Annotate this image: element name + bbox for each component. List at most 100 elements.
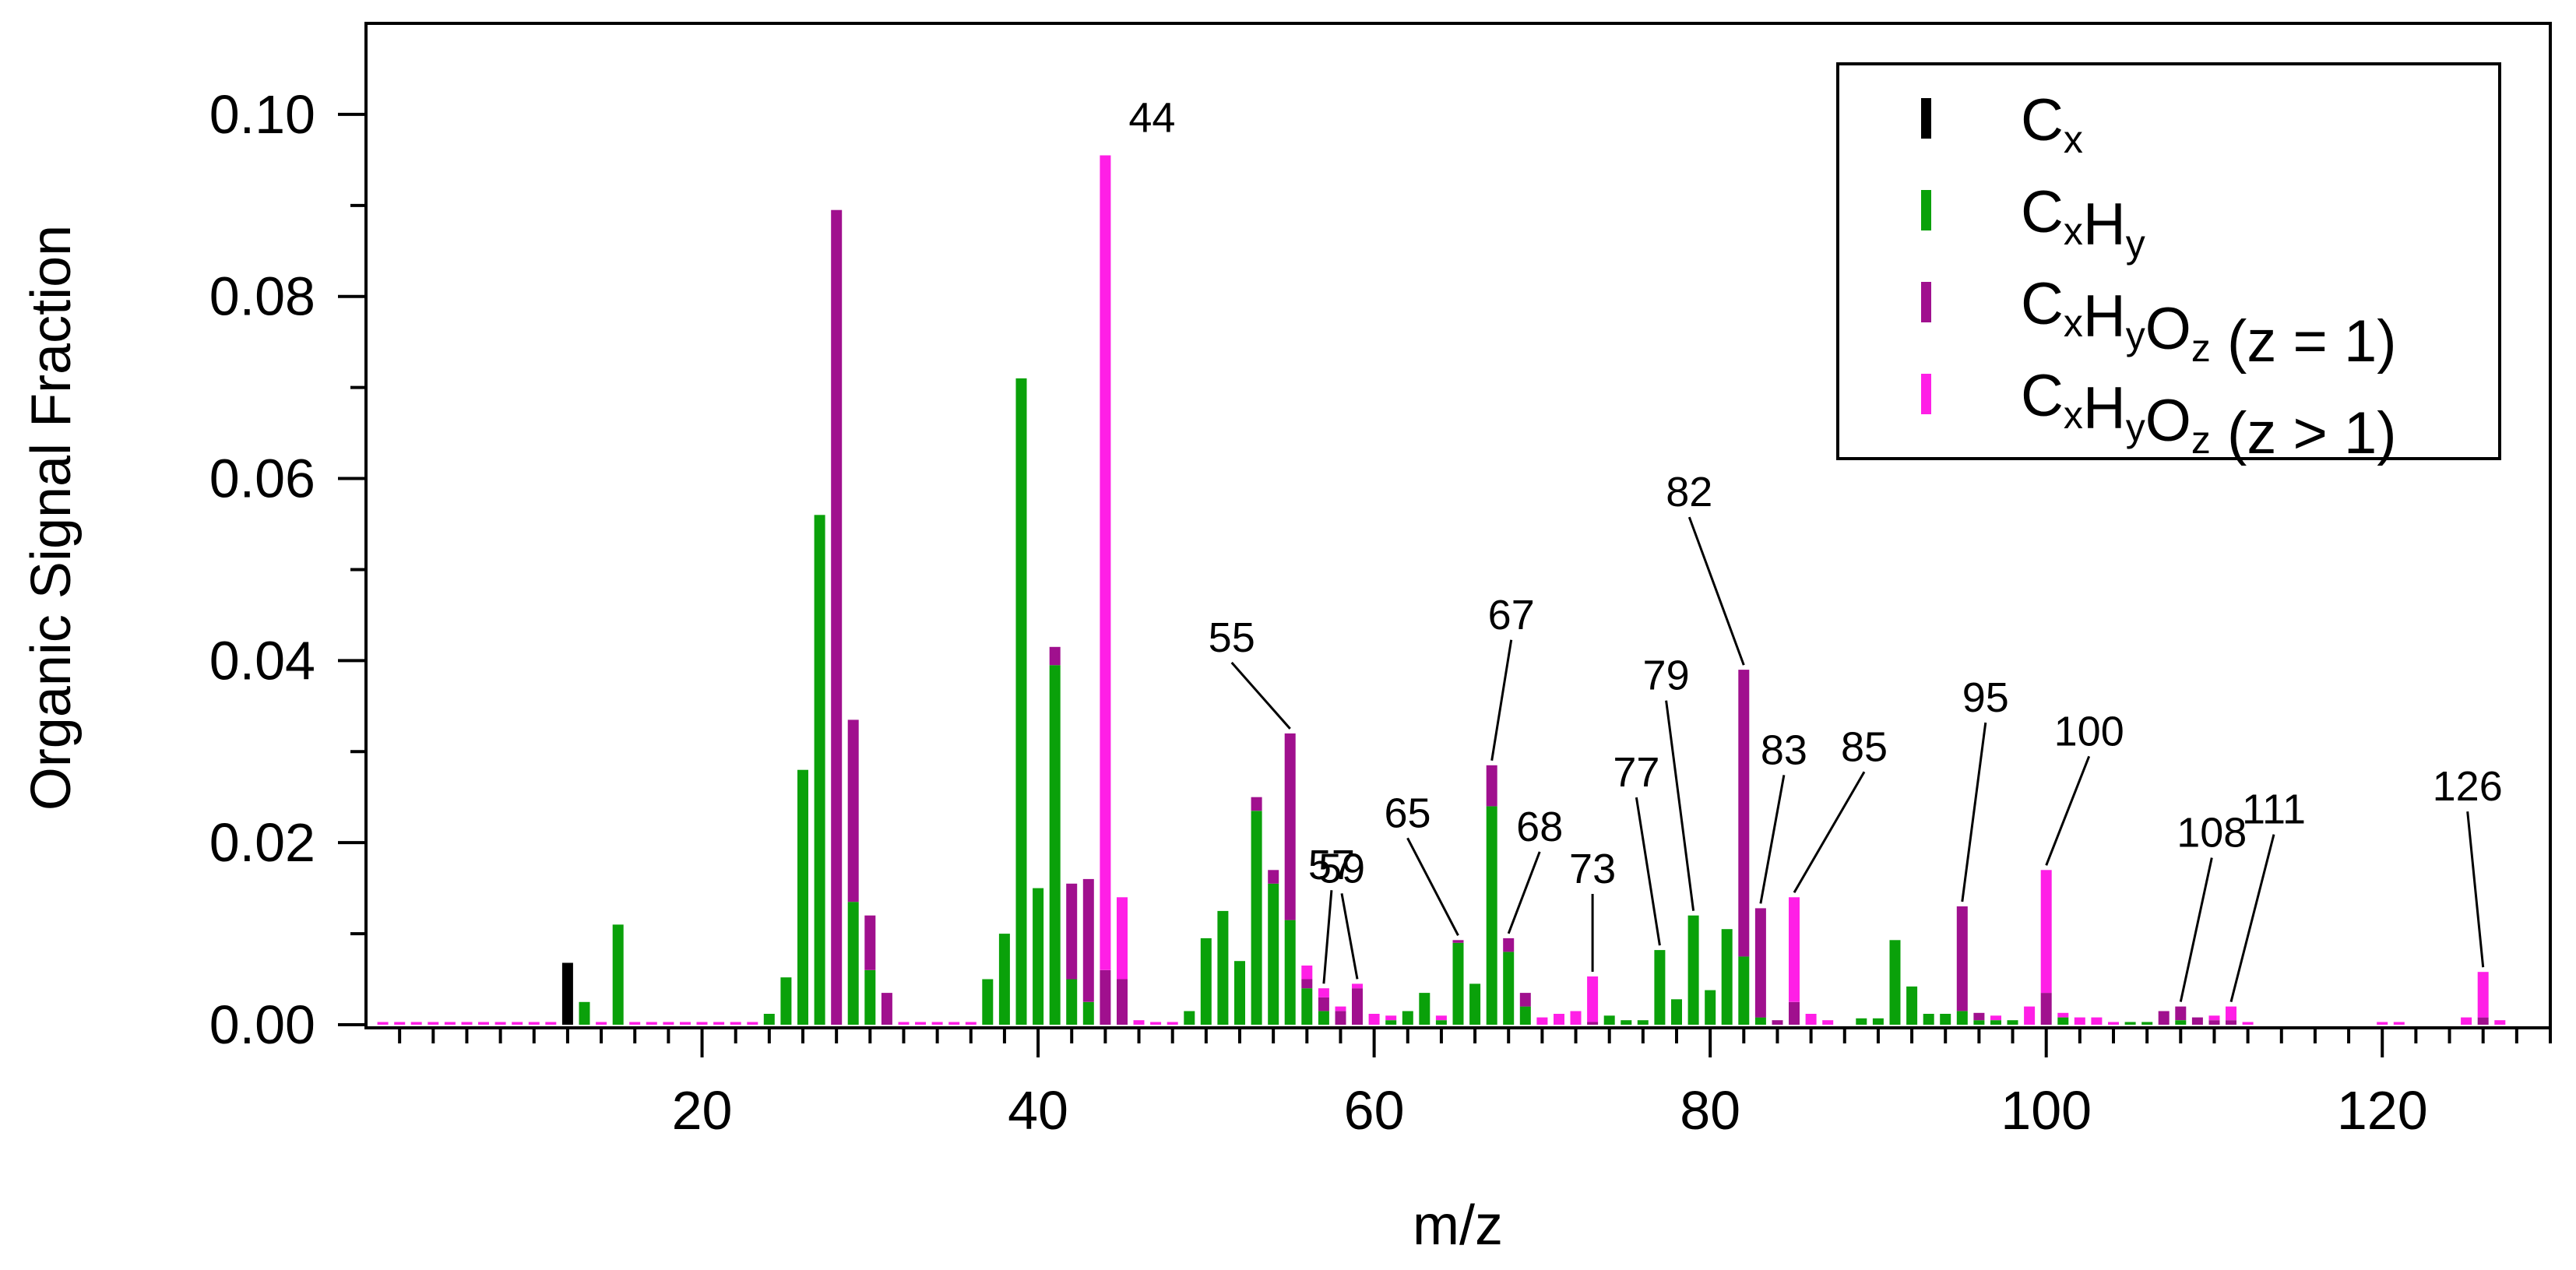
- bar-cxhyoz-z-1-mz-120: [2377, 1022, 2388, 1025]
- bar-cxhyoz-z-1-mz-100: [2040, 993, 2052, 1025]
- bar-cxhy-mz-69: [1519, 1006, 1531, 1025]
- peak-label-95: 95: [1962, 674, 2009, 721]
- legend-label-cx: Cx: [2021, 87, 2083, 161]
- peak-label-59: 59: [1318, 845, 1365, 892]
- bar-cxhyoz-z-1-mz-108: [2175, 1006, 2187, 1021]
- bar-cxhy-mz-106: [2141, 1022, 2153, 1025]
- legend-label-cxhy: CxHy: [2021, 179, 2145, 266]
- bar-cxhyoz-z-1-mz-35: [948, 1022, 960, 1025]
- y-axis: 0.00 0.02 0.04 0.06 0.08 0.10: [209, 84, 366, 1055]
- bar-cxhyoz-z-1-mz-6: [461, 1022, 473, 1025]
- bar-cxhyoz-z-1-mz-111: [2226, 1006, 2236, 1021]
- bar-cxhy-mz-64: [1435, 1020, 1447, 1025]
- bar-cxhyoz-z-1-mz-109: [2191, 1017, 2203, 1025]
- bar-cxhyoz-z-1-mz-99: [2024, 1006, 2036, 1025]
- bar-cxhyoz-z-1-mz-87: [1822, 1020, 1834, 1025]
- bar-layer: [377, 155, 2506, 1025]
- bar-cxhy-mz-50: [1200, 938, 1212, 1025]
- leader-line-79: [1665, 700, 1695, 911]
- bar-cxhyoz-z-1-mz-54: [1268, 870, 1279, 884]
- bar-cxhy-mz-78: [1671, 999, 1682, 1025]
- y-axis-title: Organic Signal Fraction: [20, 225, 83, 811]
- bar-cxhyoz-z-1-mz-45: [1117, 979, 1128, 1025]
- bar-cxhyoz-z-1-mz-32: [898, 1022, 910, 1025]
- bar-cxhy-mz-95: [1956, 1011, 1968, 1025]
- bar-cxhyoz-z-1-mz-55: [1284, 733, 1296, 920]
- bar-cxhyoz-z-1-mz-70: [1536, 1017, 1548, 1025]
- bar-cxhyoz-z-1-mz-100: [2040, 870, 2052, 994]
- bar-cxhyoz-z-1-mz-23: [747, 1022, 758, 1025]
- legend-label-cxhyoz-z-1: CxHyOz (z > 1): [2021, 363, 2397, 466]
- bar-cxhyoz-z-1-mz-28: [831, 209, 843, 1025]
- bar-cxhyoz-z-1-mz-85: [1789, 1001, 1800, 1025]
- peak-label-77: 77: [1613, 749, 1659, 796]
- bar-cxhy-mz-15: [612, 924, 624, 1025]
- bar-cxhyoz-z-1-mz-29: [847, 719, 859, 902]
- x-tick-label-100: 100: [2001, 1080, 2092, 1141]
- bar-cx-mz-12: [561, 962, 573, 1025]
- bar-cxhyoz-z-1-mz-36: [965, 1022, 977, 1025]
- bar-cxhyoz-z-1-mz-2: [394, 1022, 406, 1025]
- legend-swatch-cx: [1921, 98, 1931, 139]
- bar-cxhy-mz-66: [1469, 983, 1481, 1025]
- bar-cxhyoz-z-1-mz-58: [1335, 1011, 1346, 1025]
- peak-label-85: 85: [1841, 723, 1888, 770]
- bar-cxhy-mz-96: [1973, 1020, 1985, 1025]
- peak-label-108: 108: [2177, 810, 2247, 857]
- bar-cxhyoz-z-1-mz-56: [1301, 966, 1313, 980]
- bar-cxhyoz-z-1-mz-107: [2158, 1011, 2170, 1025]
- bar-cxhyoz-z-1-mz-16: [629, 1022, 641, 1025]
- bar-cxhyoz-z-1-mz-10: [528, 1022, 540, 1025]
- bar-cxhyoz-z-1-mz-110: [2208, 1015, 2220, 1021]
- leader-line-126: [2466, 811, 2485, 968]
- leader-line-59: [1340, 893, 1359, 980]
- bar-cxhyoz-z-1-mz-73: [1587, 1022, 1599, 1025]
- bar-cxhy-mz-53: [1251, 811, 1262, 1025]
- bar-cxhy-mz-101: [2057, 1017, 2069, 1025]
- bar-cxhy-mz-75: [1621, 1020, 1632, 1025]
- bar-cxhyoz-z-1-mz-47: [1150, 1022, 1162, 1025]
- bar-cxhyoz-z-1-mz-126: [2477, 1017, 2489, 1025]
- bar-cxhy-mz-56: [1301, 988, 1313, 1025]
- bar-cxhyoz-z-1-mz-33: [915, 1022, 926, 1025]
- legend-box: [1836, 62, 2501, 460]
- bar-cxhyoz-z-1-mz-64: [1435, 1015, 1447, 1021]
- x-tick-label-80: 80: [1680, 1080, 1740, 1141]
- bar-cxhyoz-z-1-mz-59: [1352, 988, 1363, 1025]
- bar-cxhyoz-z-1-mz-111: [2226, 1020, 2236, 1025]
- leader-line-77: [1635, 797, 1661, 946]
- bar-cxhy-mz-25: [780, 977, 792, 1025]
- leader-line-83: [1759, 775, 1786, 904]
- x-axis: 20 40 60 80 100 120: [366, 1026, 2552, 1141]
- legend-swatch-cxhyoz-z-1: [1921, 282, 1931, 322]
- bar-cxhyoz-z-1-mz-19: [680, 1022, 691, 1025]
- bar-cxhyoz-z-1-mz-30: [864, 915, 876, 970]
- bar-cxhy-mz-90: [1872, 1018, 1884, 1025]
- bar-cxhyoz-z-1-mz-60: [1368, 1014, 1380, 1025]
- bar-cxhyoz-z-1-mz-11: [545, 1022, 557, 1025]
- bar-cxhyoz-z-1-mz-9: [512, 1022, 523, 1025]
- bar-cxhy-mz-108: [2175, 1020, 2187, 1025]
- bar-cxhy-mz-37: [982, 979, 994, 1025]
- bar-cxhyoz-z-1-mz-44: [1100, 155, 1111, 970]
- bar-cxhy-mz-105: [2124, 1022, 2136, 1025]
- bar-cxhyoz-z-1-mz-1: [377, 1022, 389, 1025]
- legend-swatch-cxhy: [1921, 190, 1931, 230]
- bar-cxhyoz-z-1-mz-7: [478, 1022, 489, 1025]
- leader-line-67: [1490, 639, 1513, 762]
- y-tick-label-0: 0.00: [209, 994, 315, 1055]
- peak-label-82: 82: [1666, 469, 1712, 515]
- leader-line-57: [1322, 890, 1333, 984]
- leader-lines: [1230, 516, 2485, 1002]
- bar-cxhy-mz-67: [1486, 806, 1497, 1025]
- bar-cxhyoz-z-1-mz-17: [646, 1022, 657, 1025]
- x-tick-label-20: 20: [672, 1080, 733, 1141]
- bar-cxhy-mz-79: [1687, 915, 1699, 1025]
- x-tick-label-60: 60: [1344, 1080, 1405, 1141]
- bar-cxhyoz-z-1-mz-104: [2108, 1022, 2119, 1025]
- bar-cxhyoz-z-1-mz-126: [2477, 972, 2489, 1018]
- peak-label-83: 83: [1761, 726, 1807, 773]
- bar-cxhyoz-z-1-mz-53: [1251, 797, 1262, 811]
